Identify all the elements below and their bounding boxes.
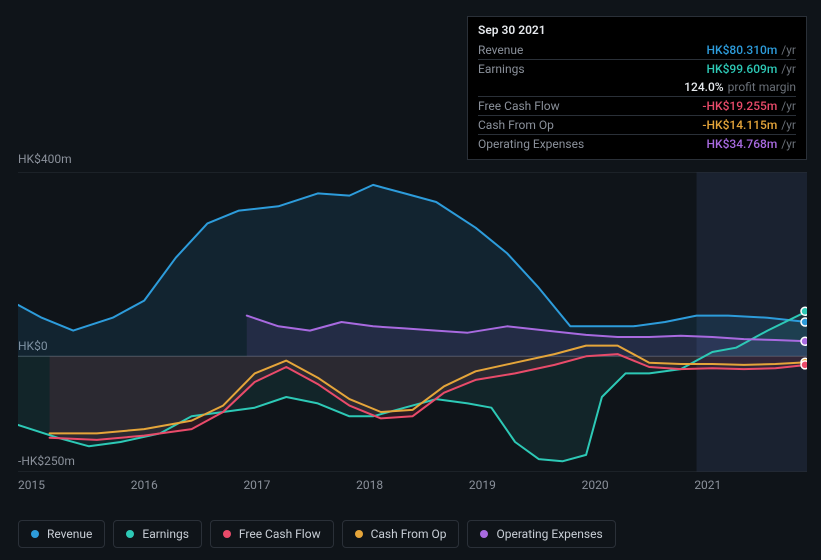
legend-label: Earnings (142, 527, 189, 541)
legend-label: Revenue (47, 527, 92, 541)
chart-tooltip: Sep 30 2021 Revenue HK$80.310m/yr Earnings… (467, 16, 807, 160)
x-tick: 2021 (694, 478, 807, 492)
tooltip-value: HK$99.609m/yr (706, 62, 796, 76)
legend-dot-icon (480, 530, 488, 538)
tooltip-label: Earnings (478, 62, 525, 76)
tooltip-value: -HK$14.115m/yr (702, 118, 796, 132)
legend-dot-icon (355, 530, 363, 538)
x-tick: 2019 (469, 478, 582, 492)
tooltip-row: Earnings HK$99.609m/yr (478, 59, 796, 78)
y-tick-top: HK$400m (18, 152, 72, 166)
tooltip-label: Revenue (478, 43, 523, 57)
tooltip-margin: 124.0%profit margin (478, 78, 796, 96)
legend-item-revenue[interactable]: Revenue (18, 520, 105, 548)
tooltip-row: Free Cash Flow -HK$19.255m/yr (478, 96, 796, 115)
legend-item-cash-from-op[interactable]: Cash From Op (342, 520, 460, 548)
x-tick: 2020 (582, 478, 695, 492)
x-tick: 2018 (356, 478, 469, 492)
x-tick: 2017 (243, 478, 356, 492)
tooltip-label: Operating Expenses (478, 137, 584, 151)
tooltip-date: Sep 30 2021 (478, 23, 796, 41)
tooltip-value: HK$34.768m/yr (706, 137, 796, 151)
tooltip-value: HK$80.310m/yr (706, 43, 796, 57)
tooltip-label: Free Cash Flow (478, 99, 560, 113)
tooltip-value: -HK$19.255m/yr (702, 99, 796, 113)
legend-label: Cash From Op (371, 527, 447, 541)
legend-item-free-cash-flow[interactable]: Free Cash Flow (210, 520, 334, 548)
tooltip-rows: Revenue HK$80.310m/yr Earnings HK$99.609m/y… (478, 41, 796, 153)
x-tick: 2015 (18, 478, 131, 492)
legend-dot-icon (126, 530, 134, 538)
tooltip-row: Cash From Op -HK$14.115m/yr (478, 115, 796, 134)
financials-chart: HK$400m HK$0 -HK$250m 201520162017201820… (0, 150, 821, 500)
legend-label: Free Cash Flow (239, 527, 321, 541)
legend-item-operating-expenses[interactable]: Operating Expenses (467, 520, 615, 548)
chart-plot-area[interactable] (18, 172, 807, 472)
chart-legend: Revenue Earnings Free Cash Flow Cash From O… (18, 520, 616, 548)
legend-item-earnings[interactable]: Earnings (113, 520, 202, 548)
x-tick: 2016 (131, 478, 244, 492)
x-axis: 2015201620172018201920202021 (18, 478, 807, 492)
legend-dot-icon (223, 530, 231, 538)
legend-dot-icon (31, 530, 39, 538)
tooltip-row: Revenue HK$80.310m/yr (478, 41, 796, 59)
legend-label: Operating Expenses (496, 527, 602, 541)
tooltip-label: Cash From Op (478, 118, 554, 132)
